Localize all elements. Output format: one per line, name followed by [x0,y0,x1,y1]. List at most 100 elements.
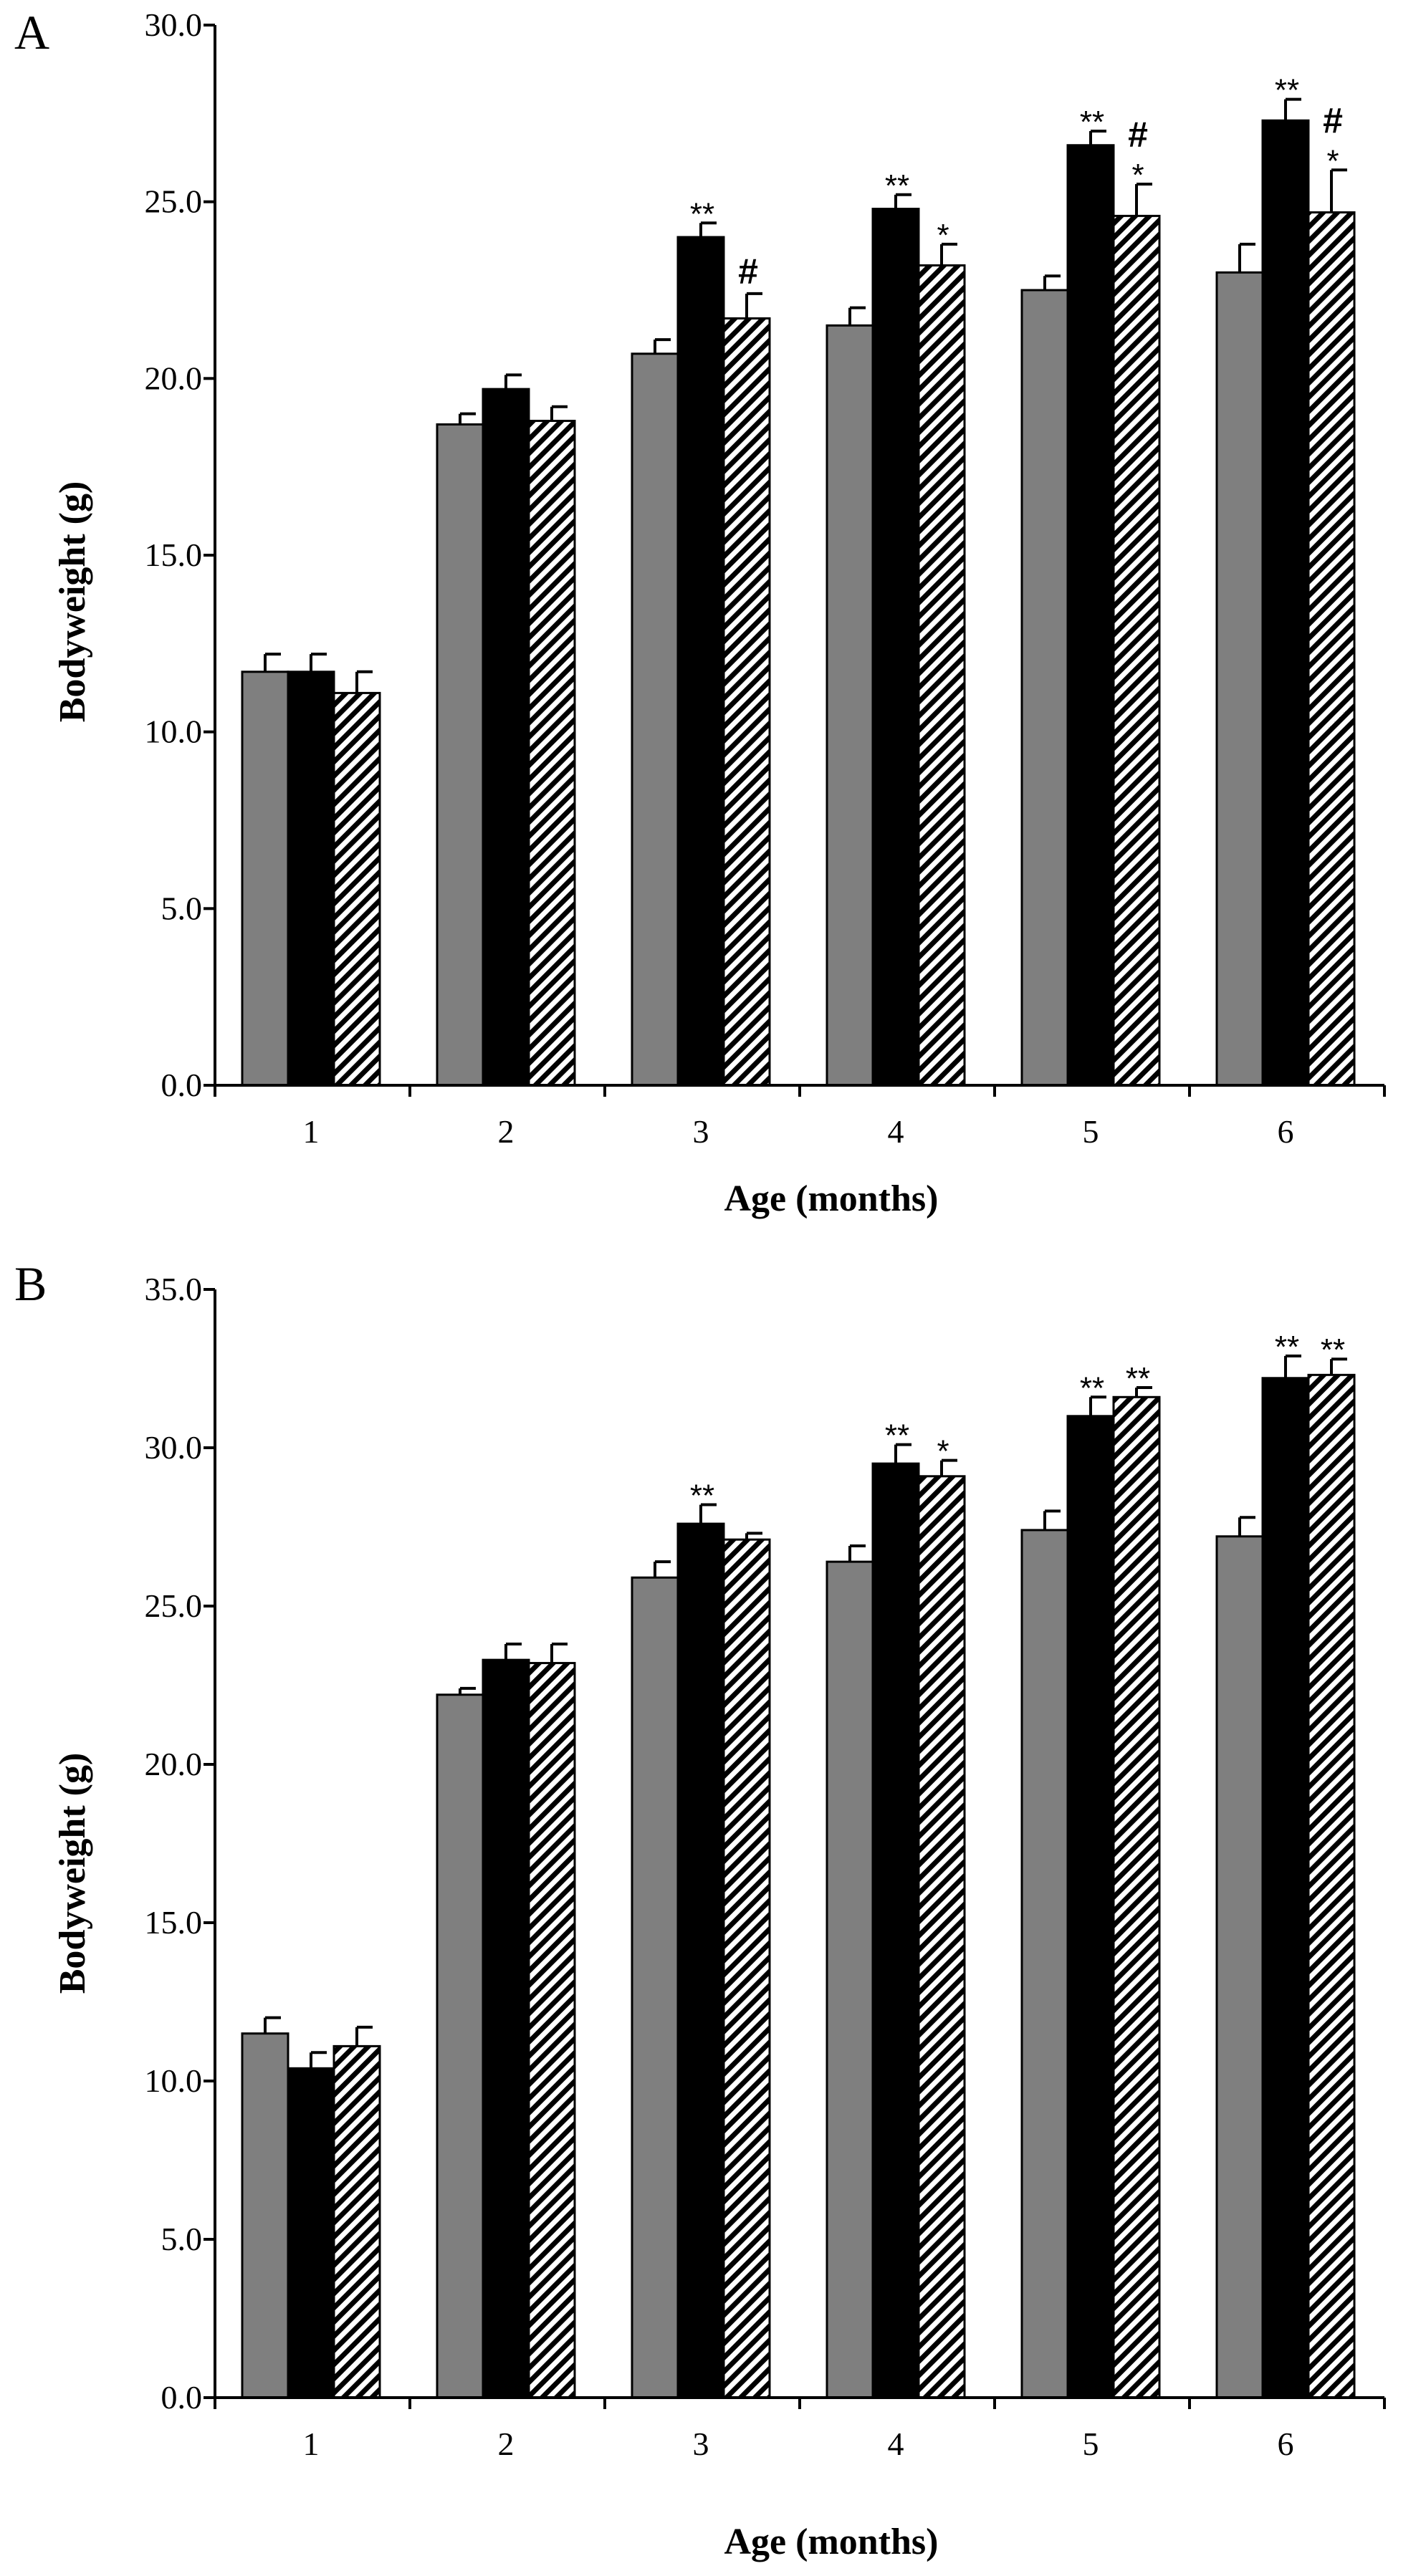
y-tick-label: 5.0 [161,890,203,926]
bar [287,671,335,1087]
significance-mark: * [1131,158,1144,193]
panel-b: B 0.05.010.015.020.025.030.035.0 **** ***… [14,1256,1386,2562]
bar [631,1576,679,2399]
error-bars [264,1354,1347,2069]
x-axis-title: Age (months) [724,2522,939,2562]
y-tick-label: 10.0 [145,713,203,750]
y-tick-label: 30.0 [145,1429,203,1466]
significance-mark: ** [690,196,714,231]
y-tick-label: 35.0 [145,1271,203,1307]
bar [527,420,576,1087]
bar [1307,1373,1356,2399]
significance-mark: ** [690,1479,714,1514]
bar [332,691,381,1087]
significance-mark: ** [1321,1332,1345,1368]
bar [871,1462,920,2399]
bar [1261,1377,1310,2399]
significance-mark: ** [885,168,909,203]
y-tick-label: 30.0 [145,6,203,43]
bar [241,671,289,1087]
bar [527,1662,576,2399]
x-tick-label: 4 [888,1113,904,1150]
bar [676,236,725,1087]
y-axis-title: Bodyweight (g) [52,481,93,723]
error-bars [264,97,1347,693]
y-tick-label: 10.0 [145,2062,203,2099]
y-tick-label: 15.0 [145,537,203,573]
bar [826,324,874,1087]
bar [631,352,679,1087]
significance-mark: * [937,1434,949,1469]
y-tick-labels: 0.0 5.0 10.0 15.0 20.0 25.0 30.0 35.0 [145,1271,203,2416]
bar [917,1475,966,2399]
significance-mark: # [1323,100,1343,140]
bar [676,1522,725,2399]
significance-mark: ** [885,1418,909,1453]
bar [241,2032,289,2399]
panel-label: A [14,5,49,59]
significance-mark: * [937,218,949,253]
bars [241,119,1356,1087]
bar [917,264,966,1087]
x-tick-label: 3 [693,2426,709,2462]
bar [826,1560,874,2399]
bar [722,317,771,1087]
x-tick-labels: 1 2 3 4 5 6 [303,1113,1294,1150]
significance-mark: ** [1275,73,1299,108]
significance-mark: ** [1126,1361,1150,1396]
significance-mark: ** [1080,1370,1104,1405]
bar [482,388,530,1087]
y-tick-label: 25.0 [145,1587,203,1624]
x-tick-label: 1 [303,2426,320,2462]
y-tick-label: 25.0 [145,183,203,220]
x-tick-label: 2 [498,1113,515,1150]
significance-mark: ** [1080,105,1104,140]
y-tick-label: 20.0 [145,360,203,396]
bar [1066,1415,1115,2399]
significance-mark: * [1326,143,1339,178]
x-tick-label: 1 [303,1113,320,1150]
y-tick-label: 20.0 [145,1746,203,1782]
bar [1307,211,1356,1087]
y-tick-label: 15.0 [145,1904,203,1941]
y-tick-label: 0.0 [161,1067,203,1103]
axes [204,24,1386,1097]
bars [241,1373,1356,2399]
bar [1215,271,1264,1087]
significance-annotations: **** *** **** ** [690,1330,1345,1514]
y-axis-title: Bodyweight (g) [52,1753,93,1994]
significance-mark: # [1128,115,1148,155]
x-tick-label: 6 [1278,1113,1294,1150]
bar [1066,144,1115,1087]
bar [722,1538,771,2399]
bar [1112,214,1161,1087]
bar [332,2044,381,2399]
axes [204,1288,1386,2409]
bar [1020,1529,1069,2399]
bar [1112,1395,1161,2399]
x-tick-label: 5 [1083,2426,1099,2462]
bar [482,1658,530,2399]
y-tick-label: 0.0 [161,2379,203,2416]
x-tick-label: 5 [1083,1113,1099,1150]
significance-mark: ** [1275,1330,1299,1365]
significance-mark: # [738,251,758,292]
x-axis-title: Age (months) [724,1178,939,1219]
panel-a: A 0.05.010.015.020.025.030.0 **#******#*… [14,5,1386,1219]
bar [436,423,484,1087]
x-tick-label: 3 [693,1113,709,1150]
significance-annotations: **#******#***# [690,73,1343,292]
y-tick-label: 5.0 [161,2221,203,2257]
x-tick-label: 6 [1278,2426,1294,2462]
bar [1020,289,1069,1087]
x-tick-label: 4 [888,2426,904,2462]
bar [1261,119,1310,1087]
bar [1215,1535,1264,2399]
bar [287,2067,335,2399]
x-tick-labels: 1 2 3 4 5 6 [303,2426,1294,2462]
x-tick-label: 2 [498,2426,515,2462]
y-tick-labels: 0.0 5.0 10.0 15.0 20.0 25.0 30.0 [145,6,203,1103]
bar [871,208,920,1087]
panel-label: B [14,1256,47,1311]
